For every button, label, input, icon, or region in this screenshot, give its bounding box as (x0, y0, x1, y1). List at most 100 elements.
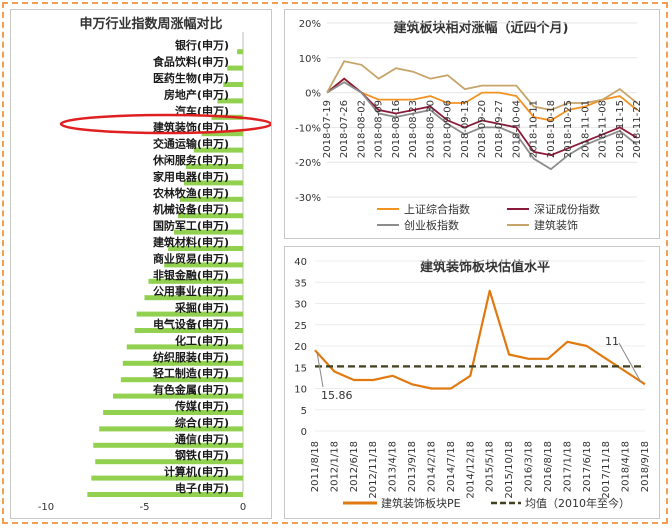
bar-category-label: 采掘(申万) (174, 301, 229, 315)
relative-x-tick: 2018-10-04 (511, 100, 522, 158)
bar (144, 295, 243, 301)
pe-annotation-leader (316, 352, 324, 388)
relative-x-tick: 2018-09-27 (494, 100, 505, 158)
bar (112, 393, 243, 399)
bar-x-tick: 0 (240, 502, 246, 513)
relative-x-tick: 2018-08-02 (356, 100, 367, 158)
relative-legend-label: 深证成份指数 (534, 202, 600, 216)
pe-series-line (314, 289, 646, 390)
pe-x-tick: 2017/11/18 (601, 441, 612, 499)
relative-y-tick: -30% (295, 193, 321, 204)
bar-category-label: 建筑材料(申万) (153, 235, 229, 249)
pe-y-tick: 35 (294, 278, 307, 289)
pe-x-tick: 2013/9/18 (407, 441, 418, 492)
bar (179, 196, 243, 202)
pe-x-tick: 2015/10/18 (504, 441, 515, 499)
pe-x-tick: 2017/6/18 (582, 441, 593, 492)
bar-category-label: 银行(申万) (175, 38, 229, 52)
bar-category-label: 有色金属(申万) (153, 383, 229, 397)
bar (217, 98, 243, 104)
bar-category-label: 通信(申万) (175, 432, 229, 446)
bar (223, 82, 243, 87)
pe-valuation-chart: 建筑装饰板块估值水平 40 35 30 25 20 15 10 5 0 2011/8/18 201… (294, 257, 651, 510)
bar-category-label: 钢铁(申万) (175, 448, 229, 462)
pe-x-tick: 2016/8/18 (543, 441, 554, 492)
bar-category-label: 公用事业(申万) (153, 284, 229, 298)
bar (136, 311, 243, 317)
pe-y-tick: 20 (294, 342, 307, 353)
pe-y-tick: 40 (294, 257, 307, 268)
pe-valuation-panel: 建筑装饰板块估值水平 40 35 30 25 20 15 10 5 0 2011/8/18 201… (284, 246, 660, 519)
pe-x-tick: 2011/8/18 (310, 441, 321, 492)
pe-y-tick: 0 (301, 427, 307, 438)
pe-x-tick: 2012/11/18 (368, 441, 379, 499)
relative-series-line (326, 60, 638, 111)
bar (120, 377, 243, 383)
relative-x-tick: 2018-11-01 (580, 100, 591, 158)
relative-y-tick: 10% (299, 54, 321, 65)
pe-y-tick: 10 (294, 385, 307, 396)
pe-annotation-start: 15.86 (321, 389, 353, 402)
bar-x-tick: -10 (38, 502, 54, 513)
bar-category-label: 医药生物(申万) (153, 71, 229, 85)
bar-category-label: 非银金融(申万) (153, 268, 229, 282)
highlight-ellipse (59, 113, 271, 135)
relative-y-tick: -10% (295, 123, 321, 134)
bar (99, 426, 243, 432)
industry-bar-chart: 申万行业指数周涨幅对比 银行(申万) 食品饮料(申万) 医药生物(申万) 房地产(申万… (38, 16, 271, 513)
bar (164, 262, 243, 268)
pe-x-tick: 2014/12/18 (465, 441, 476, 499)
bar (122, 360, 243, 366)
pe-annotation-end: 11 (605, 335, 619, 348)
relative-x-tick: 2018-11-08 (598, 100, 609, 158)
pe-y-tick: 25 (294, 321, 307, 332)
relative-x-tick: 2018-09-06 (443, 100, 454, 158)
relative-legend-label: 创业板指数 (404, 218, 459, 232)
bar-category-label: 电气设备(申万) (153, 317, 229, 331)
bar-category-label: 传媒(申万) (174, 399, 229, 413)
relative-x-tick: 2018-10-18 (546, 100, 557, 158)
relative-x-tick: 2018-08-23 (408, 100, 419, 158)
pe-x-tick: 2018/9/18 (640, 441, 651, 492)
relative-x-tick: 2018-09-13 (460, 100, 471, 158)
relative-chart-title: 建筑板块相对涨幅（近四个月) (394, 20, 569, 36)
bar-category-label: 农林牧渔(申万) (152, 186, 229, 200)
bar (183, 180, 243, 186)
pe-x-tick: 2017/1/18 (562, 441, 573, 492)
bar-chart-title: 申万行业指数周涨幅对比 (79, 16, 222, 32)
relative-y-tick: 0% (305, 89, 321, 100)
pe-x-tick: 2016/3/18 (524, 441, 535, 492)
relative-x-tick: 2018-09-20 (477, 100, 488, 158)
bar (193, 147, 243, 153)
bar (126, 344, 243, 350)
relative-performance-panel: 建筑板块相对涨幅（近四个月) 20% 10% 0% -10% -20% -30% 2018… (284, 9, 660, 239)
bar-category-label: 家用电器(申万) (153, 169, 229, 183)
pe-x-tick: 2018/4/18 (621, 441, 632, 492)
bar (93, 442, 243, 448)
bar (95, 459, 243, 465)
bar-category-label: 轻工制造(申万) (153, 366, 229, 380)
bar (185, 164, 243, 169)
relative-x-tick: 2018-08-30 (425, 100, 436, 158)
relative-y-tick: -20% (295, 158, 321, 169)
relative-series-line (326, 77, 638, 157)
relative-x-tick: 2018-07-19 (322, 100, 333, 158)
relative-x-tick: 2018-11-22 (632, 100, 643, 158)
bar-category-label: 机械设备(申万) (153, 202, 229, 216)
bar-category-label: 国防军工(申万) (153, 219, 229, 233)
bar-category-label: 商业贸易(申万) (153, 251, 229, 265)
bar (87, 492, 244, 497)
pe-x-tick: 2014/7/18 (446, 441, 457, 492)
outer-frame (2, 2, 668, 524)
pe-annotation-leader (618, 342, 642, 383)
bar (148, 278, 243, 284)
pe-y-tick: 15 (294, 363, 307, 374)
bar (168, 246, 243, 251)
bar-category-label: 建筑装饰(申万) (153, 120, 229, 134)
relative-x-tick: 2018-07-26 (339, 100, 350, 158)
pe-x-tick: 2013/4/18 (388, 441, 399, 492)
pe-x-tick: 2015/5/18 (485, 441, 496, 492)
industry-bar-chart-panel: 申万行业指数周涨幅对比 银行(申万) 食品饮料(申万) 医药生物(申万) 房地产(申万… (10, 9, 272, 519)
bar-category-label: 纺织服装(申万) (153, 350, 229, 364)
relative-x-tick: 2018-10-25 (563, 100, 574, 158)
